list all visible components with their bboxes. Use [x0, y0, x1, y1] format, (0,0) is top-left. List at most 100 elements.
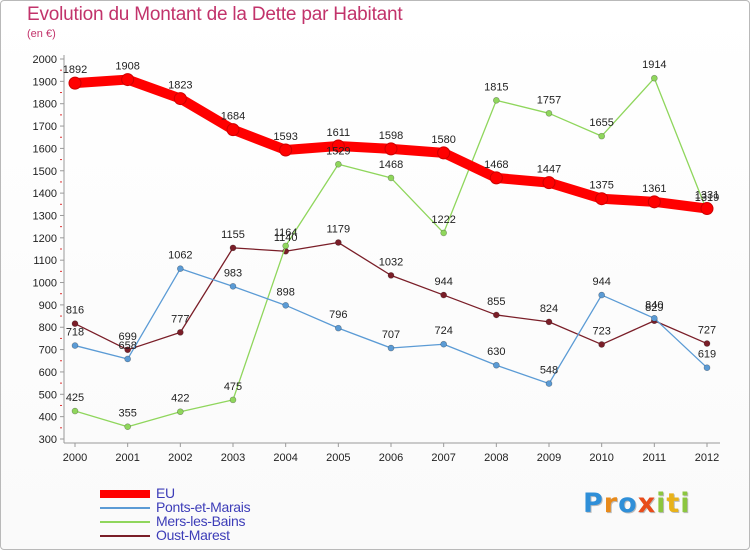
data-label: 1611: [327, 127, 351, 139]
series-line-ponts-et-marais: [74, 268, 708, 385]
y-tick-label: 2000: [33, 54, 57, 66]
legend-swatch: [100, 535, 150, 537]
x-tick-label: 2008: [484, 452, 508, 464]
legend-swatch: [100, 507, 150, 509]
logo-letter: i: [680, 488, 691, 519]
x-tick-label: 2006: [379, 452, 403, 464]
data-point: [440, 340, 447, 348]
data-label: 1375: [589, 180, 613, 192]
data-point: [282, 242, 289, 250]
y-tick-label: 1700: [33, 121, 57, 133]
data-label: 1908: [115, 61, 139, 73]
data-point: [595, 192, 609, 206]
data-label: 658: [118, 340, 136, 352]
y-tick-label: 1500: [33, 166, 57, 178]
y-tick-label: 400: [39, 412, 57, 424]
data-point: [279, 143, 293, 157]
y-tick-label: 1800: [33, 99, 57, 111]
data-label: 630: [487, 346, 505, 358]
data-label: 1164: [274, 227, 298, 239]
data-point: [545, 318, 553, 326]
data-label: 816: [66, 305, 84, 317]
data-point: [71, 342, 79, 349]
data-label: 1823: [168, 80, 192, 92]
data-label: 1593: [273, 131, 297, 143]
x-tick-label: 2010: [589, 452, 613, 464]
data-label: 824: [540, 303, 558, 315]
data-label: 1815: [484, 81, 508, 93]
y-tick-label: 800: [39, 322, 57, 334]
legend-label: EU: [156, 485, 175, 501]
data-point: [173, 92, 187, 106]
y-tick-label: 1300: [33, 210, 57, 222]
data-point: [68, 76, 82, 90]
y-tick-label: 1100: [33, 255, 57, 267]
x-tick-label: 2011: [643, 452, 667, 464]
x-tick-label: 2000: [63, 452, 87, 464]
data-label: 1914: [642, 59, 666, 71]
y-tick-label: 900: [39, 300, 57, 312]
x-tick-label: 2009: [537, 452, 561, 464]
data-point: [703, 364, 711, 371]
data-point: [124, 346, 131, 354]
data-point: [651, 74, 658, 82]
data-label: 1598: [379, 130, 403, 142]
data-point: [700, 202, 714, 216]
x-tick-label: 2007: [431, 452, 455, 464]
data-label: 829: [645, 302, 663, 314]
legend-label: Oust-Marest: [156, 527, 230, 543]
data-label: 1140: [274, 232, 298, 244]
data-label: 727: [698, 325, 716, 337]
data-point: [440, 291, 447, 299]
data-point: [229, 283, 237, 290]
y-tick-label: 1200: [33, 233, 57, 245]
data-point: [542, 176, 556, 190]
legend-swatch: [100, 521, 150, 523]
data-label: 1062: [168, 250, 192, 262]
data-point: [440, 229, 447, 237]
data-point: [124, 423, 131, 431]
data-point: [545, 380, 553, 387]
data-label: 1179: [327, 224, 351, 236]
data-point: [335, 239, 342, 246]
data-point: [71, 320, 79, 327]
data-label: 777: [171, 313, 189, 325]
logo-letter: i: [656, 488, 667, 519]
data-label: 944: [592, 276, 610, 288]
data-label: 1468: [379, 159, 403, 171]
data-label: 1447: [537, 164, 561, 176]
data-label: 475: [224, 381, 242, 393]
x-tick-label: 2005: [326, 452, 350, 464]
logo-letter: P: [583, 488, 604, 519]
data-point: [651, 314, 658, 322]
x-tick-label: 2002: [168, 452, 192, 464]
data-label: 840: [645, 299, 663, 311]
data-point: [226, 123, 240, 137]
y-tick-label: 1900: [33, 76, 57, 88]
data-label: 425: [66, 392, 84, 404]
data-point: [335, 324, 342, 332]
data-point: [387, 174, 395, 182]
logo-letter: o: [618, 488, 638, 519]
y-tick-label: 1400: [33, 188, 57, 200]
data-point: [177, 265, 184, 272]
data-point: [493, 311, 500, 319]
data-point: [282, 302, 289, 309]
data-label: 1655: [589, 117, 613, 129]
data-point: [335, 160, 342, 168]
data-point: [545, 110, 553, 117]
data-point: [493, 97, 500, 104]
data-label: 1529: [326, 145, 350, 157]
y-tick-label: 300: [39, 434, 57, 446]
y-tick-label: 600: [39, 367, 57, 379]
data-point: [121, 73, 135, 87]
data-label: 422: [171, 393, 189, 405]
data-label: 1222: [431, 214, 455, 226]
data-label: 1757: [537, 94, 561, 106]
data-label: 1684: [221, 111, 245, 123]
x-tick-label: 2003: [221, 452, 245, 464]
legend-label: Ponts-et-Marais: [156, 499, 251, 515]
data-label: 619: [698, 349, 716, 361]
